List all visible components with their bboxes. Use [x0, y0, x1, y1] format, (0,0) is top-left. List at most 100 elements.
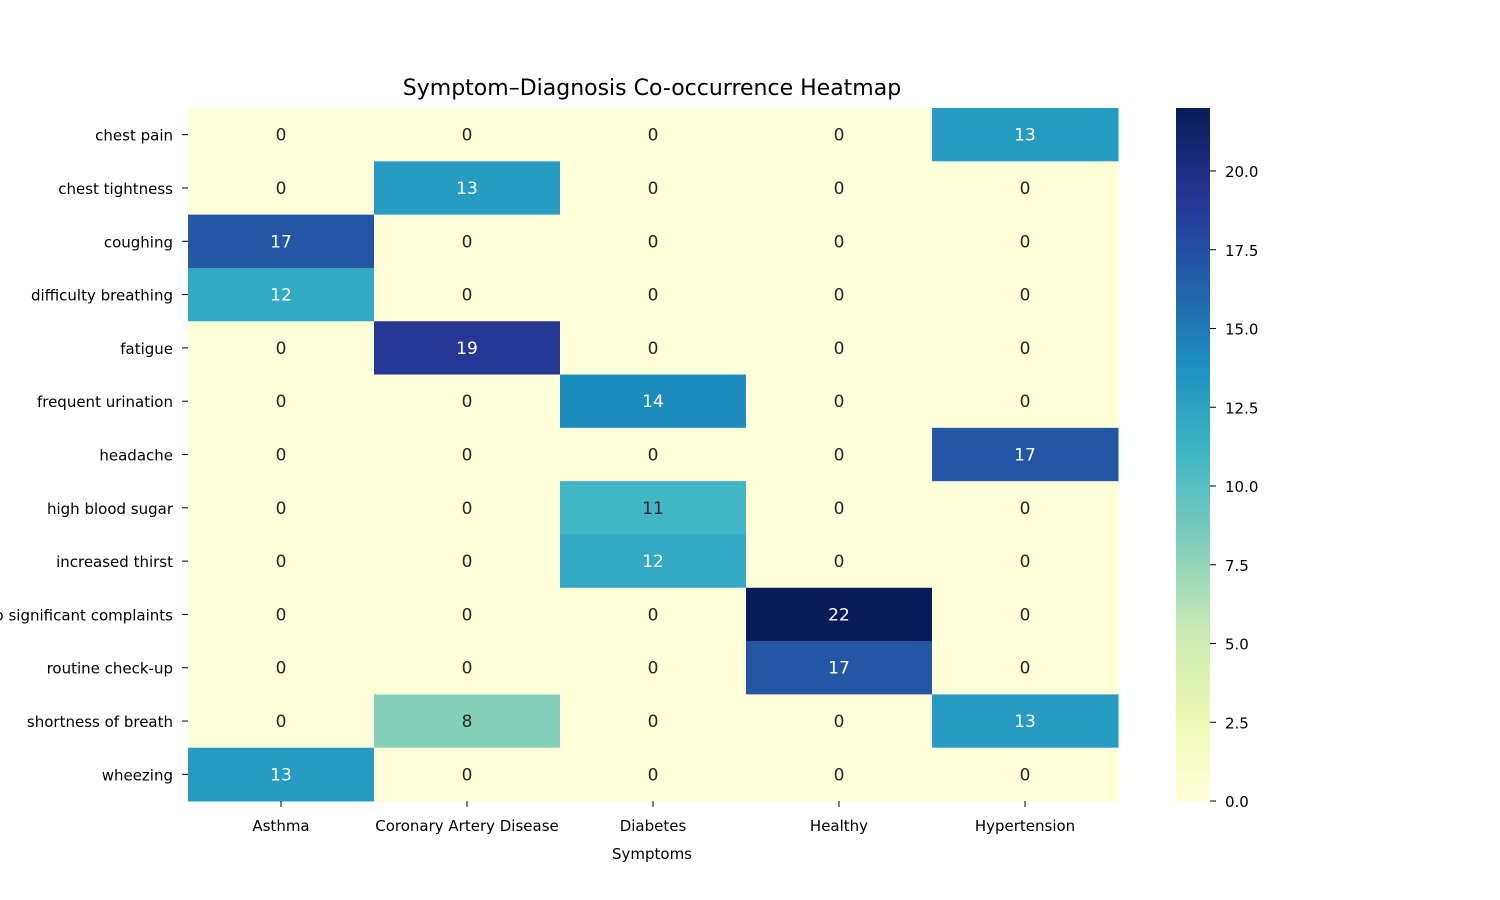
cell-value-label: 0	[462, 605, 473, 625]
cell-value-label: 0	[276, 659, 287, 679]
heatmap-cell	[932, 534, 1119, 589]
heatmap-cell	[374, 747, 561, 802]
colorbar-tick-label: 0.0	[1225, 793, 1249, 811]
heatmap-cell	[188, 481, 375, 535]
x-axis: Asthma Coronary Artery Disease Diabetes Hea…	[252, 801, 1075, 835]
heatmap-cell	[932, 374, 1119, 429]
heatmap-cell	[746, 587, 933, 642]
colorbar-tick-label: 17.5	[1225, 242, 1258, 260]
heatmap-cell	[746, 747, 933, 802]
heatmap-cell	[932, 747, 1119, 802]
heatmap-cell	[374, 534, 561, 589]
heatmap-cell	[746, 427, 933, 482]
heatmap-cell	[560, 534, 747, 589]
cell-value-label: 0	[648, 232, 659, 252]
cell-value-label: 0	[462, 499, 473, 519]
cell-value-label: 0	[276, 499, 287, 519]
colorbar-tick-label: 20.0	[1225, 163, 1258, 181]
cell-value-label: 0	[1020, 659, 1031, 679]
cell-value-label: 0	[1020, 552, 1031, 572]
cell-value-label: 0	[462, 126, 473, 146]
cell-value-label: 12	[270, 286, 292, 306]
heatmap-cell	[188, 534, 375, 589]
cell-value-label: 17	[270, 232, 292, 252]
colorbar-tick-label: 12.5	[1225, 399, 1258, 417]
x-tick-label: Healthy	[810, 817, 868, 835]
cell-value-label: 13	[1014, 126, 1036, 146]
cell-value-label: 0	[1020, 179, 1031, 199]
heatmap-cell	[746, 214, 933, 269]
y-axis: chest pain chest tightness coughing difficu…	[0, 127, 188, 784]
cell-value-label: 0	[1020, 765, 1031, 785]
heatmap-cell	[374, 161, 561, 216]
heatmap-cell	[560, 267, 747, 322]
y-tick-label: increased thirst	[56, 553, 173, 571]
heatmap-cell	[374, 374, 561, 429]
cell-value-label: 0	[1020, 339, 1031, 359]
cell-value-label: 0	[462, 286, 473, 306]
heatmap-cell	[374, 587, 561, 642]
heatmap-cell	[560, 214, 747, 269]
heatmap-cell	[560, 374, 747, 429]
colorbar-tick-label: 5.0	[1225, 636, 1249, 654]
heatmap-cell	[746, 481, 933, 535]
cell-value-label: 0	[462, 552, 473, 572]
cell-value-label: 0	[462, 765, 473, 785]
cell-value-label: 0	[834, 765, 845, 785]
cell-value-label: 19	[456, 339, 478, 359]
cell-value-label: 0	[276, 392, 287, 412]
cell-value-label: 0	[648, 126, 659, 146]
y-tick-label: routine check-up	[47, 660, 173, 678]
cell-value-label: 0	[276, 712, 287, 732]
heatmap-cell	[374, 641, 561, 695]
heatmap-cell	[560, 108, 747, 162]
x-tick-label: Asthma	[252, 817, 309, 835]
heatmap-cell	[932, 694, 1119, 749]
heatmap-cell	[932, 267, 1119, 322]
heatmap-cell	[374, 321, 561, 376]
heatmap-cell	[560, 427, 747, 482]
x-axis-label: Symptoms	[612, 845, 692, 863]
x-tick-label: Diabetes	[620, 817, 687, 835]
cell-value-label: 0	[462, 392, 473, 412]
cell-value-label: 0	[1020, 286, 1031, 306]
heatmap-cell	[746, 641, 933, 695]
heatmap-cell	[932, 427, 1119, 482]
y-tick-label: no significant complaints	[0, 606, 173, 624]
heatmap-cell	[746, 108, 933, 162]
heatmap-cell	[374, 481, 561, 535]
heatmap-cell	[932, 321, 1119, 376]
heatmap-cell	[932, 214, 1119, 269]
heatmap-cell	[746, 374, 933, 429]
heatmap-cell	[188, 214, 375, 269]
heatmap-cell	[746, 534, 933, 589]
y-tick-label: frequent urination	[37, 393, 173, 411]
heatmap-cells: 0 0 0 0 13 0 13 0 0 0 17 0 0 0 0 12 0 0 0 0 0 19 0 0 0 0 0 14 0 0 0 0 0 0…	[188, 108, 1119, 802]
cell-value-label: 13	[456, 179, 478, 199]
cell-value-label: 0	[462, 446, 473, 466]
y-tick-label: coughing	[104, 233, 173, 251]
cell-value-label: 0	[834, 392, 845, 412]
heatmap-cell	[188, 694, 375, 749]
colorbar-tick-label: 2.5	[1225, 714, 1249, 732]
heatmap-cell	[746, 161, 933, 216]
cell-value-label: 0	[648, 446, 659, 466]
heatmap-cell	[374, 267, 561, 322]
cell-value-label: 0	[834, 499, 845, 519]
cell-value-label: 0	[1020, 605, 1031, 625]
colorbar-tick-label: 15.0	[1225, 321, 1258, 339]
heatmap-cell	[560, 321, 747, 376]
cell-value-label: 17	[1014, 446, 1036, 466]
cell-value-label: 0	[276, 126, 287, 146]
heatmap-cell	[932, 108, 1119, 162]
cell-value-label: 0	[462, 659, 473, 679]
heatmap-cell	[374, 427, 561, 482]
cell-value-label: 12	[642, 552, 664, 572]
heatmap-cell	[188, 161, 375, 216]
cell-value-label: 0	[834, 712, 845, 732]
heatmap-cell	[932, 481, 1119, 535]
cell-value-label: 22	[828, 605, 850, 625]
cell-value-label: 0	[834, 552, 845, 572]
cell-value-label: 17	[828, 659, 850, 679]
